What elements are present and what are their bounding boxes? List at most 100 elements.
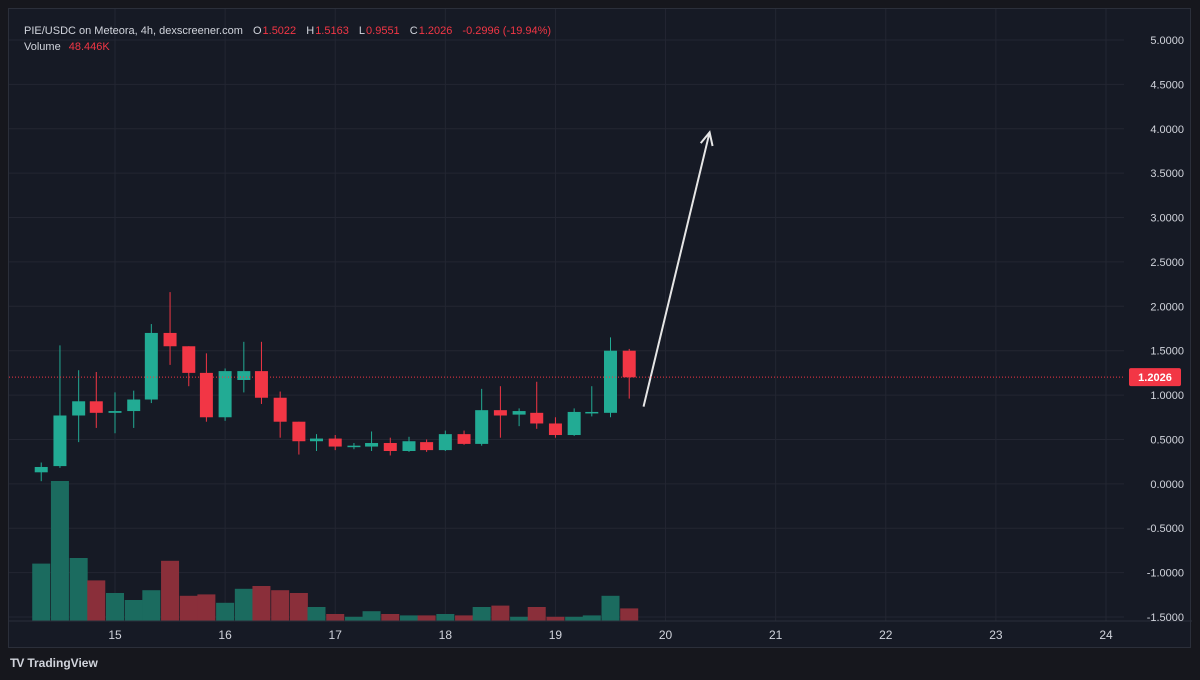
volume-bar — [69, 558, 88, 621]
volume-bar — [546, 616, 565, 621]
arrow-head-icon — [699, 130, 714, 147]
candle-body — [438, 434, 452, 451]
candle-body — [548, 423, 562, 436]
candles — [34, 292, 636, 482]
close-label: C — [409, 25, 418, 37]
volume-bar — [399, 615, 418, 621]
candle-body — [530, 412, 544, 424]
candle-body — [199, 372, 213, 418]
volume-value: 48.446K — [68, 41, 110, 53]
x-tick-label: 24 — [1099, 628, 1113, 642]
volume-bar — [307, 607, 326, 621]
candle-body — [127, 399, 141, 412]
x-tick-label: 20 — [659, 628, 673, 642]
y-tick-label: 0.0000 — [1150, 479, 1184, 491]
volume-bar — [491, 605, 510, 621]
candle-body — [567, 411, 581, 436]
volume-bar — [362, 611, 381, 621]
volume-bar — [620, 608, 639, 621]
x-tick-label: 17 — [329, 628, 343, 642]
volume-bar — [582, 615, 601, 621]
y-tick-label: -1.0000 — [1147, 568, 1184, 580]
candle-body — [273, 397, 287, 422]
volume-bar — [216, 602, 235, 621]
volume-bar — [417, 615, 436, 621]
y-tick-label: 3.5000 — [1150, 168, 1184, 180]
volume-bar — [381, 614, 400, 621]
y-tick-label: 1.5000 — [1150, 346, 1184, 358]
x-tick-label: 16 — [218, 628, 232, 642]
candle-body — [182, 346, 196, 373]
x-tick-label: 21 — [769, 628, 783, 642]
candle-body — [365, 443, 379, 447]
candle-body — [402, 441, 416, 452]
candle-body — [493, 410, 507, 416]
y-tick-label: 4.5000 — [1150, 79, 1184, 91]
candle-body — [457, 434, 471, 444]
footer: TV TradingView — [10, 656, 98, 670]
grid — [9, 9, 1124, 621]
open-value: 1.5022 — [262, 25, 297, 37]
volume-bar — [234, 588, 253, 621]
candle-body — [292, 421, 306, 442]
candle-body — [163, 332, 177, 347]
low-value: 0.9551 — [366, 25, 400, 37]
high-label: H — [306, 25, 315, 37]
volume-bar — [50, 481, 69, 621]
pair-title[interactable]: PIE/USDC on Meteora, 4h, dexscreener.com — [24, 25, 243, 37]
last-price-value: 1.2026 — [1138, 372, 1172, 384]
volume-bar — [161, 560, 180, 621]
y-tick-label: 3.0000 — [1150, 213, 1184, 225]
candle-body — [383, 443, 397, 452]
symbol-legend: PIE/USDC on Meteora, 4h, dexscreener.com… — [24, 24, 552, 38]
y-tick-label: 2.0000 — [1150, 301, 1184, 313]
y-tick-label: -0.5000 — [1147, 523, 1184, 535]
tradingview-brand[interactable]: TradingView — [27, 656, 98, 670]
x-tick-label: 23 — [989, 628, 1003, 642]
volume-bar — [252, 586, 271, 621]
price-chart[interactable]: 1.2026 5.0000 4.5000 4.0000 3.5000 3.0000 2.5… — [9, 9, 1192, 649]
y-tick-label: 5.0000 — [1150, 35, 1184, 47]
candle-body — [34, 466, 48, 473]
volume-label[interactable]: Volume — [24, 41, 61, 53]
volume-bar — [510, 616, 529, 621]
candle-body — [328, 438, 342, 447]
volume-bar — [32, 563, 51, 621]
candle-body — [420, 442, 434, 451]
volume-bar — [124, 600, 143, 621]
axes: 5.0000 4.5000 4.0000 3.5000 3.0000 2.5000 2.00… — [9, 35, 1192, 642]
volume-bar — [197, 594, 216, 621]
candle-body — [254, 371, 268, 398]
volume-legend: Volume 48.446K — [24, 40, 111, 54]
high-value: 1.5163 — [315, 25, 349, 37]
last-price-tag — [1129, 368, 1181, 387]
open-label: O — [252, 25, 262, 37]
volume-bar — [527, 607, 546, 621]
volume-bar — [326, 614, 345, 621]
x-tick-label: 18 — [439, 628, 453, 642]
candle-body — [585, 411, 599, 414]
volume-bar — [142, 590, 161, 621]
volume-bar — [344, 616, 363, 621]
volume-bar — [271, 590, 290, 621]
volume-bar — [289, 593, 308, 621]
close-value: 1.2026 — [418, 25, 453, 37]
candle-body — [622, 350, 636, 378]
volume-bar — [179, 595, 198, 621]
tradingview-logo-icon[interactable]: TV — [10, 656, 24, 670]
arrow-annotation[interactable] — [642, 130, 714, 407]
candle-body — [512, 411, 526, 415]
y-tick-label: 2.5000 — [1150, 257, 1184, 269]
candle-body — [237, 371, 251, 380]
arrow-shaft — [642, 132, 711, 407]
candle-body — [108, 411, 122, 413]
x-tick-label: 15 — [108, 628, 122, 642]
volume-bars — [32, 481, 639, 621]
volume-bar — [87, 580, 106, 621]
volume-bar — [455, 615, 474, 621]
y-tick-label: 4.0000 — [1150, 124, 1184, 136]
candle-body — [604, 350, 617, 413]
last-price-line: 1.2026 — [9, 368, 1181, 387]
candle-body — [347, 445, 361, 448]
candle-body — [310, 438, 324, 442]
